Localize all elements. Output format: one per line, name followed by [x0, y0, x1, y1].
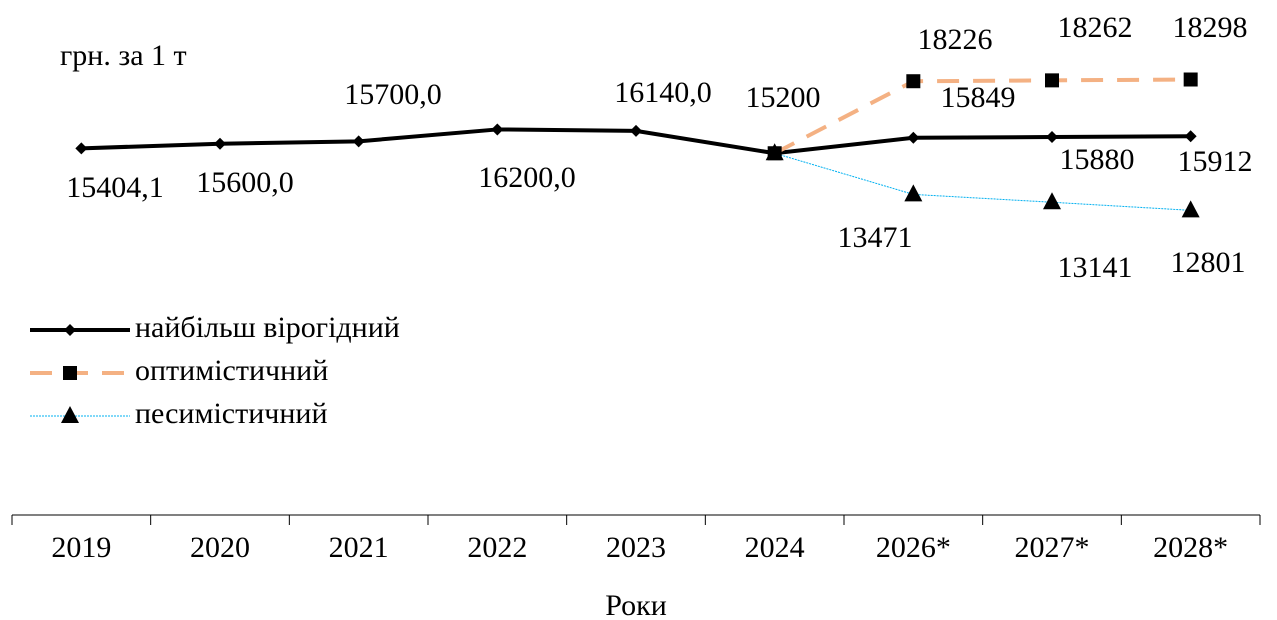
data-point: [907, 131, 920, 144]
data-label: 15404,1: [66, 171, 164, 204]
data-label: 16200,0: [478, 161, 576, 194]
data-point: [906, 74, 921, 89]
x-tick-label: 2021: [329, 531, 389, 564]
chart-title: грн. за 1 т: [60, 39, 187, 72]
x-tick-label: 2027*: [1015, 531, 1090, 564]
data-point: [1181, 200, 1200, 218]
data-point: [352, 135, 365, 148]
legend-label: найбільш вірогідний: [135, 311, 400, 344]
data-point: [1046, 131, 1058, 144]
legend-marker: [63, 366, 77, 380]
data-point: [491, 123, 504, 136]
data-point: [214, 137, 226, 150]
data-point: [1045, 73, 1059, 88]
data-label: 12801: [1171, 246, 1246, 279]
data-point: [1184, 130, 1197, 143]
x-axis-label: Роки: [605, 589, 667, 620]
x-tick-label: 2024: [745, 531, 805, 564]
data-label: 15600,0: [196, 166, 294, 199]
data-point: [904, 184, 923, 202]
x-tick-label: 2022: [467, 531, 527, 564]
legend-label: оптимістичний: [135, 354, 328, 387]
data-point: [75, 142, 88, 155]
data-point: [630, 124, 642, 137]
series-line: [774, 152, 1191, 211]
x-tick-label: 2020: [190, 531, 250, 564]
data-point: [765, 143, 784, 161]
legend-marker: [64, 324, 76, 336]
data-label: 18226: [918, 23, 993, 56]
legend-label: песимістичний: [135, 397, 328, 430]
data-label: 18262: [1058, 11, 1133, 44]
data-point: [1043, 192, 1061, 210]
data-label: 15880: [1060, 143, 1135, 176]
data-label: 15912: [1178, 145, 1253, 178]
series-line: [773, 77, 1191, 156]
data-label: 18298: [1173, 11, 1248, 44]
data-label: 15200: [746, 81, 821, 114]
legend-marker: [61, 406, 79, 423]
data-label: 15700,0: [344, 78, 442, 111]
x-tick-label: 2023: [606, 531, 666, 564]
data-point: [1183, 72, 1198, 87]
data-label: 13471: [838, 221, 913, 254]
x-tick-label: 2028*: [1153, 531, 1228, 564]
data-label: 15849: [941, 81, 1016, 114]
x-tick-label: 2019: [51, 531, 111, 564]
data-label: 13141: [1058, 251, 1133, 284]
data-label: 16140,0: [614, 76, 712, 109]
x-tick-label: 2026*: [876, 531, 951, 564]
